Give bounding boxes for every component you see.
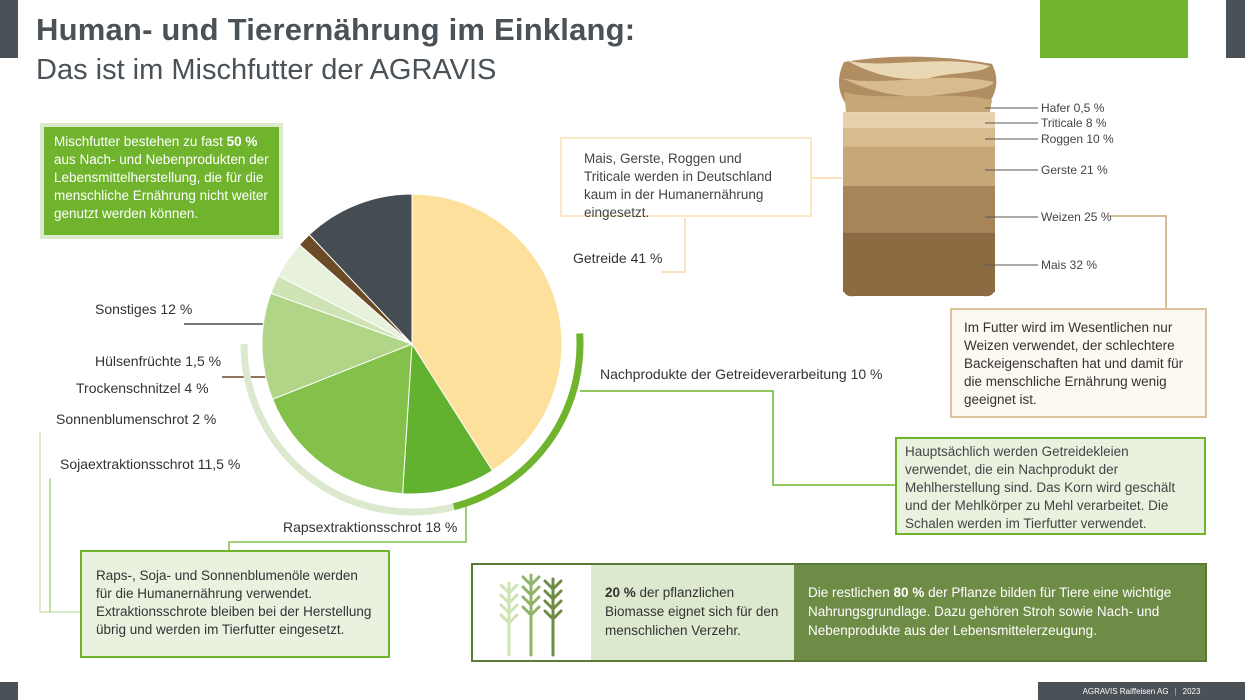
leader-grain: [662, 218, 686, 273]
biomass-animal-text: Die restlichen 80 % der Pflanze bilden f…: [794, 565, 1205, 660]
pie-slice-getreide: [411, 193, 563, 472]
page-title: Human- und Tierernährung im Einklang:: [36, 12, 636, 47]
pie-slice-nachprodukte: [402, 342, 494, 495]
sack-segment-roggen: [843, 127, 995, 147]
pie-label-sonstiges: Sonstiges 12 %: [95, 301, 193, 317]
pie-outer-arc-light: [240, 343, 476, 516]
sack-fold-3: [844, 92, 992, 112]
corner-bar-left: [0, 0, 18, 58]
page-subtitle: Das ist im Mischfutter der AGRAVIS: [36, 54, 497, 86]
sack-segment-gerste: [843, 146, 995, 186]
sack-segment-weizen: [843, 185, 995, 233]
wheat-stalk-3-icon: [543, 577, 563, 657]
pie-label-nachprodukte: Nachprodukte der Getreideverarbeitung 10…: [600, 366, 883, 382]
pie-label-getreide: Getreide 41 %: [573, 250, 663, 266]
info-box-intro: Mischfutter bestehen zu fast 50 % aus Na…: [40, 123, 283, 239]
wheat-stalk-1-icon: [499, 581, 519, 657]
sack-fold-1: [846, 60, 990, 80]
pie-slice-raps: [271, 343, 413, 495]
pie-chart: [261, 193, 563, 495]
leader-wheat: [1110, 215, 1167, 308]
sack-segment-hafer: [843, 112, 995, 113]
pie-slice-soja: [261, 292, 414, 400]
pie-label-soja: Sojaextraktionsschrot 11,5 %: [60, 456, 241, 472]
footer-separator: |: [1174, 686, 1177, 696]
sack-label-gerste: Gerste 21 %: [1041, 163, 1108, 177]
info-box-oil: Raps-, Soja- und Sonnenblumenöle werden …: [80, 550, 390, 658]
biomass-human-text: 20 % der pflanzlichen Biomasse eignet si…: [591, 565, 794, 660]
footer-company: AGRAVIS Raiffeisen AG: [1082, 686, 1169, 696]
corner-bar-green: [1040, 0, 1188, 58]
bottom-left-tab: [0, 682, 18, 700]
sack-label-triticale: Triticale 8 %: [1041, 116, 1107, 130]
leader-raps: [228, 505, 467, 550]
leader-bran: [580, 390, 895, 486]
biomass-panel: 20 % der pflanzlichen Biomasse eignet si…: [471, 563, 1207, 662]
wheat-icons: [473, 565, 591, 660]
wheat-stalk-2-icon: [521, 573, 541, 657]
sack-segment-triticale: [843, 112, 995, 128]
leader-lines: [39, 160, 1167, 613]
footer-year: 2023: [1182, 686, 1201, 696]
sack-bottom: [843, 286, 995, 297]
sack-label-hafer: Hafer 0,5 %: [1041, 101, 1105, 115]
corner-bar-right: [1226, 0, 1245, 58]
wheat-icon: [499, 573, 563, 657]
sack-label-weizen: Weizen 25 %: [1041, 210, 1112, 224]
pie-outer-arc-green: [452, 333, 584, 511]
sack-label-mais: Mais 32 %: [1041, 258, 1098, 272]
info-box-grain: Mais, Gerste, Roggen und Triticale werde…: [560, 137, 812, 220]
footer: AGRAVIS Raiffeisen AG | 2023: [1038, 682, 1245, 700]
pie-label-huelsen: Hülsenfrüchte 1,5 %: [95, 353, 222, 369]
feed-sack: [839, 56, 1038, 297]
leader-sonnenblume: [39, 432, 80, 613]
pie-label-raps: Rapsextraktionsschrot 18 %: [283, 519, 458, 535]
sack-segment-mais: [843, 232, 995, 292]
sack-fold-2: [842, 77, 994, 97]
info-box-bran: Hauptsächlich werden Getreidekleien verw…: [895, 437, 1206, 535]
pie-label-trockenschnitzel: Trockenschnitzel 4 %: [76, 380, 209, 396]
info-box-wheat: Im Futter wird im Wesentlichen nur Weize…: [950, 308, 1207, 418]
pie-label-sonnenblume: Sonnenblumenschrot 2 %: [56, 411, 217, 427]
pie-slice-sonstiges: [308, 193, 413, 346]
sack-label-roggen: Roggen 10 %: [1041, 132, 1114, 146]
